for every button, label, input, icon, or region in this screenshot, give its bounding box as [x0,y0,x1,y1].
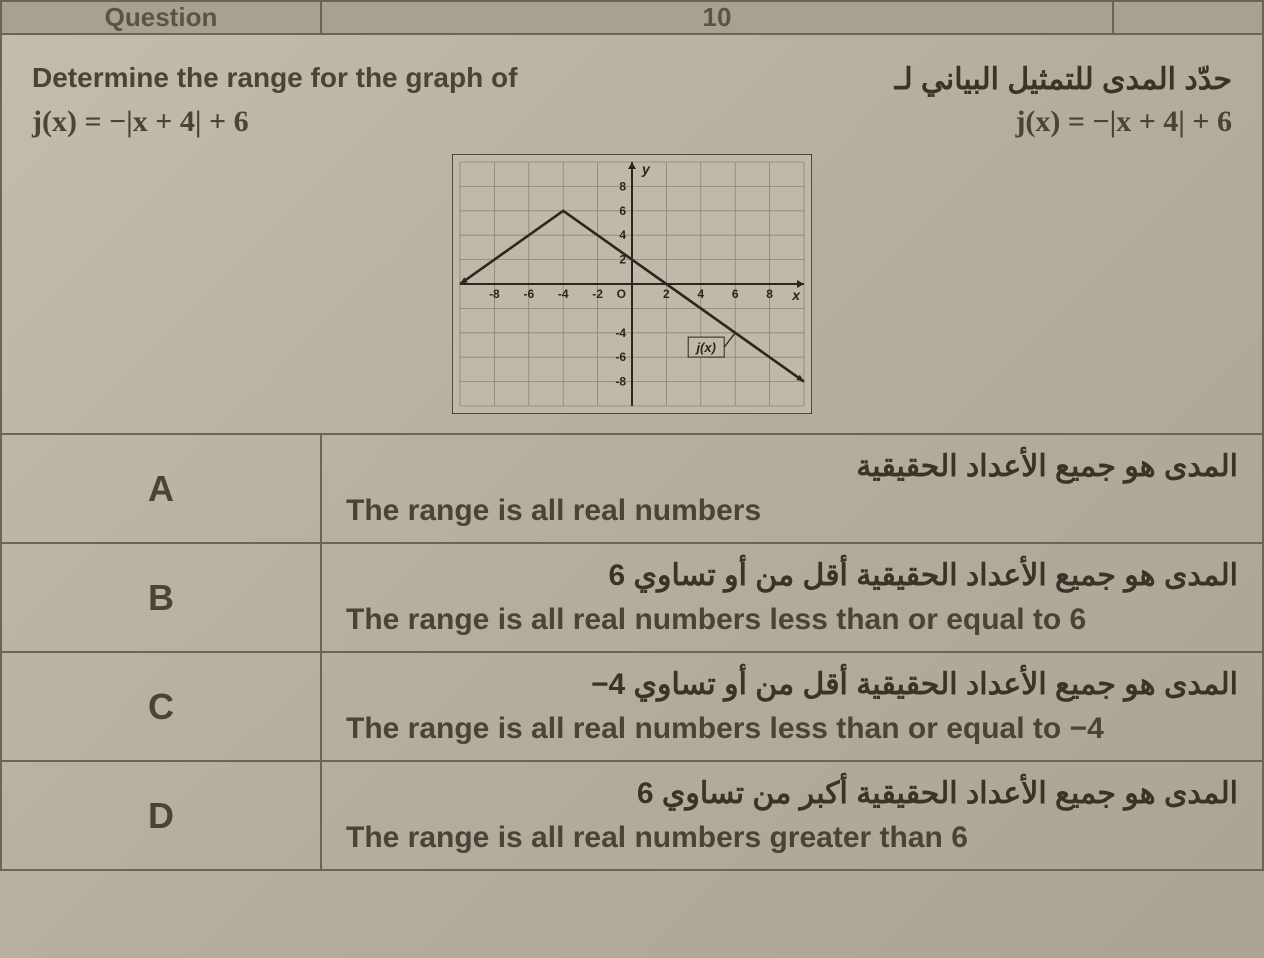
header-blank [1113,1,1263,34]
option-b-en: The range is all real numbers less than … [346,603,1238,637]
option-text-b: المدى هو جميع الأعداد الحقيقية أقل من أو… [321,543,1263,652]
header-question-label: Question [1,1,321,34]
option-letter-c: C [1,652,321,761]
option-c-ar: المدى هو جميع الأعداد الحقيقية أقل من أو… [346,667,1238,702]
option-letter-b: B [1,543,321,652]
svg-text:6: 6 [732,287,739,301]
option-text-d: المدى هو جميع الأعداد الحقيقية أكبر من ت… [321,761,1263,870]
formula-ar: j(x) = −|x + 4| + 6 [1015,105,1232,139]
option-a-en: The range is all real numbers [346,494,1238,528]
graph: -8-6-4-22468-8-6-42468Oyxj(x) [452,154,812,414]
option-b-ar: المدى هو جميع الأعداد الحقيقية أقل من أو… [346,558,1238,593]
svg-text:-4: -4 [615,326,626,340]
option-letter-a: A [1,434,321,543]
question-cell: Determine the range for the graph of حدّ… [1,34,1263,434]
svg-text:x: x [791,287,801,303]
svg-text:4: 4 [697,287,704,301]
option-row-c: C المدى هو جميع الأعداد الحقيقية أقل من … [1,652,1263,761]
svg-text:8: 8 [619,179,626,193]
svg-text:2: 2 [663,287,670,301]
option-row-d: D المدى هو جميع الأعداد الحقيقية أكبر من… [1,761,1263,870]
header-question-number: 10 [321,1,1113,34]
question-table: Question 10 Determine the range for the … [0,0,1264,871]
option-text-c: المدى هو جميع الأعداد الحقيقية أقل من أو… [321,652,1263,761]
option-a-ar: المدى هو جميع الأعداد الحقيقية [346,449,1238,484]
option-row-a: A المدى هو جميع الأعداد الحقيقية The ran… [1,434,1263,543]
option-letter-d: D [1,761,321,870]
svg-text:6: 6 [619,204,626,218]
svg-text:4: 4 [619,228,626,242]
option-d-en: The range is all real numbers greater th… [346,821,1238,855]
svg-text:-8: -8 [615,375,626,389]
question-prompt-ar: حدّد المدى للتمثيل البياني لـ [632,62,1232,97]
worksheet-page: Question 10 Determine the range for the … [0,0,1264,958]
svg-text:O: O [617,287,626,301]
graph-container: -8-6-4-22468-8-6-42468Oyxj(x) [32,154,1232,414]
svg-text:-2: -2 [592,287,603,301]
header-row: Question 10 [1,1,1263,34]
option-c-en: The range is all real numbers less than … [346,712,1238,746]
svg-text:8: 8 [766,287,773,301]
svg-text:-8: -8 [489,287,500,301]
svg-text:j(x): j(x) [694,340,716,355]
svg-text:y: y [641,161,651,177]
svg-text:-4: -4 [558,287,569,301]
svg-text:-6: -6 [615,350,626,364]
option-d-ar: المدى هو جميع الأعداد الحقيقية أكبر من ت… [346,776,1238,811]
option-text-a: المدى هو جميع الأعداد الحقيقية The range… [321,434,1263,543]
option-row-b: B المدى هو جميع الأعداد الحقيقية أقل من … [1,543,1263,652]
svg-text:-6: -6 [523,287,534,301]
formula-en: j(x) = −|x + 4| + 6 [32,105,249,139]
question-prompt-en: Determine the range for the graph of [32,62,632,94]
